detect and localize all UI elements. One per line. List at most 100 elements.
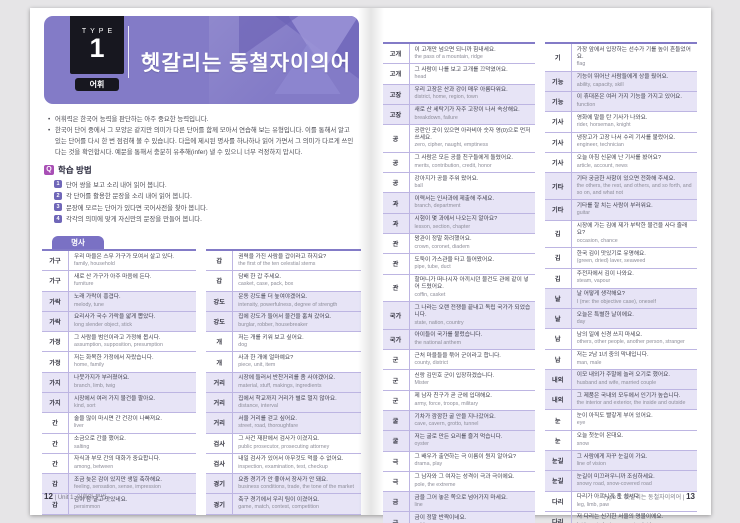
example-cell: 왕관이 정말 화려했어요. crown, coronet, diadem xyxy=(410,234,535,253)
table-row: 날 오늘은 특별한 날이에요. day xyxy=(544,309,697,330)
example-cell: 할머니가 떠나시자 아끼시던 물건도 관에 같이 넣어 드렸어요. coffin,… xyxy=(410,275,535,302)
example-cell: 집에서 학교까지 거리가 별로 멀지 않아요. distance, interva… xyxy=(233,393,360,412)
headword-cell: 가락 xyxy=(42,291,69,311)
korean-example: 저는 화목한 가정에서 자랐습니다. xyxy=(74,354,154,361)
english-meaning: the interior and exterior, the inside an… xyxy=(576,400,686,407)
english-meaning: the first of the ten celestial stems xyxy=(238,260,316,267)
vocab-table-left-page: 가구 우리 마을은 스무 가구가 모여서 살고 있다. family, househ… xyxy=(42,249,361,515)
headword-cell: 기 xyxy=(545,44,572,71)
example-cell: 금을 그어 놓은 쪽으로 넘어가지 마세요. line xyxy=(410,492,535,511)
korean-example: 시험이 몇 과에서 나오는지 알아요? xyxy=(414,216,498,223)
table-row: 남 저는 2남 1녀 중의 막내입니다. man, male xyxy=(544,349,697,370)
table-row: 강도 운동 강도를 더 높여야겠어요. intensity, powerfulnes… xyxy=(206,291,361,312)
headword-cell: 갑 xyxy=(206,271,234,291)
korean-example: 영화에 말을 탄 기사가 나와요. xyxy=(576,114,648,121)
korean-example: 그 사람을 범인이라고 가정해 봅시다. xyxy=(74,334,161,341)
headword-cell: 관 xyxy=(383,274,410,302)
vocab-table-right-page: 고개 이 고개만 넘으면 되니까 힘내세요. the pass of a mount… xyxy=(382,42,697,523)
english-meaning: county, district xyxy=(414,360,448,367)
vocab-column: 기 가장 앞에서 입장하는 선수가 기를 높이 흔들었어요. flag 기능 기능이 뛰… xyxy=(544,42,697,523)
example-cell: 이모 내외가 주말에 놀러 오기로 했어요. husband and wife, … xyxy=(572,370,697,389)
example-cell: 이 휴대폰은 여러 가지 기능을 가지고 있어요. function xyxy=(572,92,697,111)
table-row: 눈길 그 사람에게 자꾸 눈길이 가요. line of vision xyxy=(544,451,697,472)
headword-cell: 고개 xyxy=(383,64,410,84)
page-number: 12 xyxy=(44,492,53,501)
table-row: 가지 나뭇가지가 부러졌어요. branch, limb, twig xyxy=(42,372,197,394)
example-cell: 오늘 아침 신문에 난 기사를 봤어요? article, account, ne… xyxy=(572,153,697,172)
example-cell: 도둑이 가스관을 타고 들어왔어요. pipe, tube, duct xyxy=(410,254,535,273)
headword-cell: 기능 xyxy=(545,71,572,91)
example-cell: 주전자에서 김이 나와요. steam, vapour xyxy=(572,269,697,288)
korean-example: 저 다리는 신기한 서울의 명물이에요. xyxy=(576,514,664,521)
example-cell: 우리 마을은 스무 가구가 모여서 살고 있다. family, househol… xyxy=(69,251,196,270)
table-row: 금 금을 그어 놓은 쪽으로 넘어가지 마세요. line xyxy=(382,492,535,513)
korean-example: 도둑이 가스관을 타고 들어왔어요. xyxy=(414,256,495,263)
english-meaning: others, other people, another person, st… xyxy=(576,339,685,346)
step-text: 각각의 의미에 맞게 자신만의 문장을 만들어 봅니다. xyxy=(66,216,202,224)
headword-cell: 강도 xyxy=(206,311,234,332)
example-cell: 사과 한 개에 얼마예요? piece, unit, item xyxy=(233,352,360,371)
footer-left: 12 | Unit 1. 어휘와 문법 xyxy=(44,492,106,501)
example-cell: 기타 궁금한 사항이 있으면 전화해 주세요. the others, the r… xyxy=(572,173,697,199)
example-cell: 기능이 뛰어난 사람들에게 상을 줬어요. ability, capacity, … xyxy=(572,72,697,91)
english-meaning: snow xyxy=(576,440,590,447)
table-row: 경기 요즘 경기가 안 좋아서 장사가 안 돼요. business conditi… xyxy=(206,474,361,495)
bullet-marker: • xyxy=(48,126,51,134)
type-label: TYPE xyxy=(81,28,117,35)
korean-example: 그 사건 재판에서 검사가 이겼지요. xyxy=(238,436,320,443)
book-spread: TYPE 1 어휘 헷갈리는 동철자이의어 • 어휘력은 한국어 능력을 판단하는… xyxy=(30,8,711,523)
footer-section: Unit 1. 어휘와 문법 xyxy=(57,495,107,501)
example-cell: 요리사가 국수 가락을 얇게 뽑았다. long slender object, … xyxy=(69,312,196,331)
type-number: 1 xyxy=(89,33,105,63)
table-row: 굴 저는 굴로 만든 요리를 즐겨 먹습니다. oyster xyxy=(382,431,535,452)
headword-cell: 눈 xyxy=(545,430,572,451)
tab-noun: 명사 xyxy=(52,236,104,250)
english-meaning: feeling, sensation, sense, impression xyxy=(74,484,161,491)
english-meaning: steam, vapour xyxy=(576,278,611,285)
example-cell: 냉장고가 고장 나서 수리 기사를 불렀어요. engineer, technic… xyxy=(572,133,697,152)
table-row: 굴 기차가 깜깜한 굴 안을 지나갔어요. cave, cavern, grotto… xyxy=(382,411,535,432)
headword-cell: 국가 xyxy=(383,302,410,329)
table-row: 고장 새로 산 세탁기가 자주 고장이 나서 속상해요. breakdown, fa… xyxy=(382,104,535,126)
step-number-badge: 4 xyxy=(54,214,62,223)
table-row: 검사 내일 검사가 있어서 아무것도 먹을 수 없어요. inspection, e… xyxy=(206,453,361,475)
table-row: 눈 오늘 첫눈이 온대요. snow xyxy=(544,430,697,452)
korean-example: 날 어떻게 생각해요? xyxy=(576,291,625,298)
headword-cell: 고장 xyxy=(383,104,410,125)
table-row: 김 시장에 가는 김에 제가 부탁한 물건을 사다 줄래요? occasion, c… xyxy=(544,220,697,249)
example-cell: 그 사건 재판에서 검사가 이겼지요. public prosecutor, pr… xyxy=(233,434,360,453)
table-row: 기타 기타 궁금한 사항이 있으면 전화해 주세요. the others, the… xyxy=(544,173,697,201)
example-cell: 그 배우가 출연하는 극 이름이 뭔지 알아요? drama, play xyxy=(410,452,535,471)
english-meaning: furniture xyxy=(74,281,94,288)
english-meaning: piece, unit, item xyxy=(238,362,276,369)
headword-cell: 기타 xyxy=(545,173,572,200)
english-meaning: business conditions, trade, the tone of … xyxy=(238,484,354,491)
table-row: 개 사과 한 개에 얼마예요? piece, unit, item xyxy=(206,352,361,373)
headword-cell: 기타 xyxy=(545,200,572,220)
example-cell: 그 사람은 모든 공을 친구들에게 돌렸어요. merits, contribut… xyxy=(410,153,535,172)
table-row: 고개 이 고개만 넘으면 되니까 힘내세요. the pass of a mount… xyxy=(382,44,535,65)
intro-text: 한국어 단어 중에서 그 모양은 같지만 의미가 다른 단어를 함께 모아서 연… xyxy=(55,126,354,156)
headword-cell: 거리 xyxy=(206,393,234,413)
table-row: 김 주전자에서 김이 나와요. steam, vapour xyxy=(544,268,697,289)
footer-right: Type 1. 헷갈리는 동철자이의어 | 13 xyxy=(603,492,695,501)
headword-cell: 관 xyxy=(383,254,410,274)
english-meaning: game, match, contest, competition xyxy=(238,504,319,511)
example-cell: 감이 참 달고 맛있네요. persimmon xyxy=(69,494,196,513)
english-meaning: kind, sort xyxy=(74,402,96,409)
example-cell: 한국 김이 맛있기로 유명해요. (green, dried) laver, se… xyxy=(572,248,697,267)
table-row: 갑 권력을 가진 사람을 갑이라고 하지요? the first of the te… xyxy=(206,251,361,272)
title-banner: TYPE 1 어휘 헷갈리는 동철자이의어 xyxy=(44,16,359,104)
example-cell: 내일 검사가 있어서 아무것도 먹을 수 없어요. inspection, exa… xyxy=(233,454,360,473)
example-cell: 강아지가 공을 주워 왔어요. ball xyxy=(410,173,535,192)
example-cell: 그 남자와 그 여자는 성격이 극과 극이에요. pole, the extrem… xyxy=(410,472,535,491)
korean-example: 그 나라는 오랜 전쟁을 끝내고 독립 국가가 되었습니다. xyxy=(414,304,531,319)
korean-example: 왕관이 정말 화려했어요. xyxy=(414,236,472,243)
english-meaning: salting xyxy=(74,443,90,450)
english-meaning: bridge, viaduct, suspension bridge xyxy=(577,522,694,523)
korean-example: 신랑 김민호 군이 입장하겠습니다. xyxy=(414,372,495,379)
headword-cell: 굴 xyxy=(383,431,410,451)
korean-example: 금을 그어 놓은 쪽으로 넘어가지 마세요. xyxy=(414,494,508,501)
example-cell: 기타를 잘 치는 사람이 부러워요. guitar xyxy=(572,200,697,219)
